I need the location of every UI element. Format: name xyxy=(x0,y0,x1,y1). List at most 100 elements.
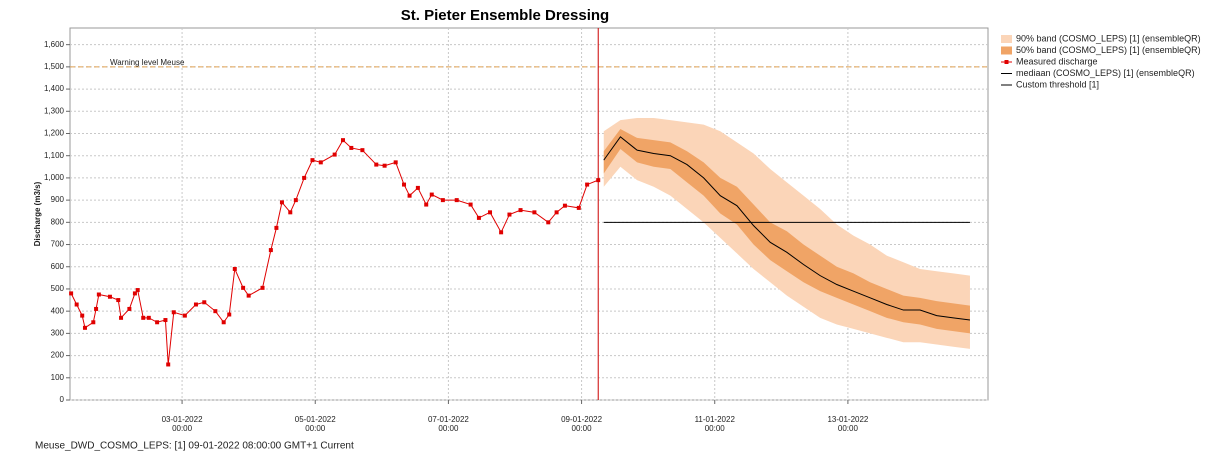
point xyxy=(415,185,420,190)
band xyxy=(603,129,970,334)
x-tick-label: 13-01-2022 xyxy=(827,415,868,424)
point xyxy=(532,210,537,215)
point xyxy=(279,200,284,205)
point xyxy=(119,315,124,320)
point xyxy=(260,285,265,290)
y-tick-label: 300 xyxy=(51,328,65,337)
point xyxy=(562,203,567,208)
x-tick-label: 00:00 xyxy=(572,424,593,433)
point xyxy=(232,266,237,271)
point xyxy=(554,210,559,215)
point xyxy=(166,362,171,367)
point xyxy=(440,198,445,203)
legend-label: Measured discharge xyxy=(1016,56,1098,66)
point xyxy=(241,285,246,290)
chart-title: St. Pieter Ensemble Dressing xyxy=(401,7,609,24)
y-tick-label: 1,600 xyxy=(44,40,65,49)
point xyxy=(318,160,323,165)
y-tick-label: 1,000 xyxy=(44,173,65,182)
point xyxy=(221,320,226,325)
y-tick-label: 100 xyxy=(51,373,65,382)
point xyxy=(585,182,590,187)
point xyxy=(107,294,112,299)
point xyxy=(135,288,140,293)
point xyxy=(146,315,151,320)
x-tick-label: 05-01-2022 xyxy=(295,415,336,424)
point xyxy=(94,306,99,311)
point xyxy=(193,302,198,307)
x-tick-label: 00:00 xyxy=(438,424,459,433)
y-tick-label: 1,400 xyxy=(44,84,65,93)
x-tick-label: 11-01-2022 xyxy=(695,415,736,424)
point xyxy=(182,313,187,318)
point xyxy=(213,309,218,314)
point xyxy=(407,193,412,198)
point xyxy=(288,210,293,215)
point xyxy=(332,152,337,157)
point xyxy=(576,205,581,210)
point xyxy=(454,198,459,203)
point xyxy=(340,138,345,143)
point xyxy=(127,306,132,311)
point xyxy=(227,312,232,317)
point xyxy=(268,248,273,253)
point xyxy=(476,215,481,220)
point xyxy=(382,163,387,168)
point xyxy=(155,320,160,325)
x-tick-label: 00:00 xyxy=(838,424,859,433)
point xyxy=(96,292,101,297)
point xyxy=(546,220,551,225)
legend-label: 50% band (COSMO_LEPS) [1] (ensembleQR) xyxy=(1016,45,1201,55)
y-tick-label: 500 xyxy=(51,284,65,293)
point xyxy=(82,325,87,330)
x-tick-label: 00:00 xyxy=(305,424,326,433)
y-tick-label: 1,500 xyxy=(44,62,65,71)
plot-area xyxy=(69,27,989,401)
point xyxy=(349,145,354,150)
y-tick-label: 200 xyxy=(51,351,65,360)
point xyxy=(360,148,365,153)
point xyxy=(374,162,379,167)
y-tick-label: 1,200 xyxy=(44,129,65,138)
point xyxy=(141,315,146,320)
x-tick-label: 03-01-2022 xyxy=(162,415,203,424)
point xyxy=(91,320,96,325)
y-axis-label: Discharge (m3/s) xyxy=(33,181,42,246)
point xyxy=(429,192,434,197)
point xyxy=(499,230,504,235)
point xyxy=(393,160,398,165)
point xyxy=(202,300,207,305)
x-tick-label: 00:00 xyxy=(705,424,726,433)
point xyxy=(171,310,176,315)
line xyxy=(603,136,971,321)
line xyxy=(70,139,599,365)
point xyxy=(246,293,251,298)
legend-label: 90% band (COSMO_LEPS) [1] (ensembleQR) xyxy=(1016,33,1201,43)
point xyxy=(293,198,298,203)
point xyxy=(132,291,137,296)
legend-label: Custom threshold [1] xyxy=(1016,79,1099,89)
x-tick-label: 07-01-2022 xyxy=(428,415,469,424)
point xyxy=(69,291,74,296)
point xyxy=(468,202,473,207)
y-tick-label: 600 xyxy=(51,262,65,271)
footer: Meuse_DWD_COSMO_LEPS: [1] 09-01-2022 08:… xyxy=(35,441,354,452)
legend-swatch xyxy=(1001,46,1012,55)
y-tick-label: 800 xyxy=(51,217,65,226)
legend-label: mediaan (COSMO_LEPS) [1] (ensembleQR) xyxy=(1016,68,1195,78)
y-tick-label: 0 xyxy=(60,395,65,404)
annotation: Warning level Meuse xyxy=(110,58,185,67)
point xyxy=(507,212,512,217)
point xyxy=(116,298,121,303)
point xyxy=(518,208,523,213)
point xyxy=(302,175,307,180)
point xyxy=(424,202,429,207)
point xyxy=(74,302,79,307)
y-tick-label: 900 xyxy=(51,195,65,204)
point xyxy=(274,225,279,230)
legend-swatch xyxy=(1001,35,1012,43)
point xyxy=(310,158,315,163)
point xyxy=(80,313,85,318)
x-tick-label: 00:00 xyxy=(172,424,193,433)
y-tick-label: 400 xyxy=(51,306,65,315)
